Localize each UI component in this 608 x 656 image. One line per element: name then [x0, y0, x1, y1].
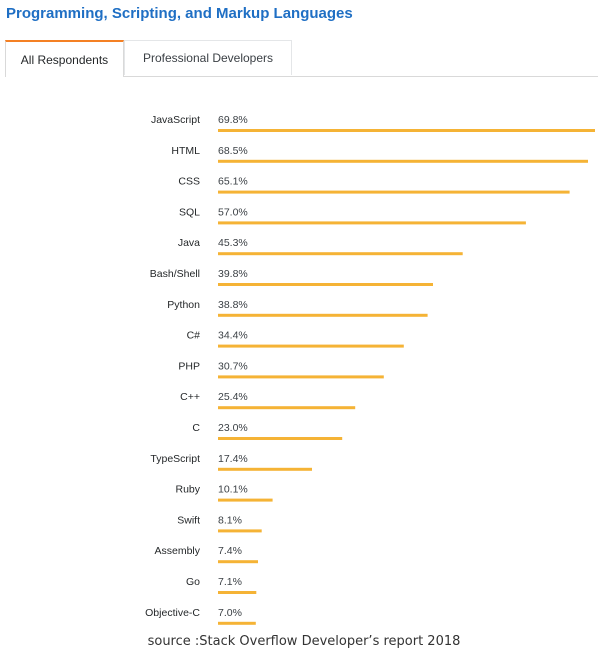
languages-bar-chart: JavaScript 69.8% HTML 68.5% CSS 65.1% SQL 57.0%… — [145, 114, 595, 625]
value-label-assembly: 7.4% — [218, 545, 242, 557]
category-label-go: Go — [186, 576, 200, 588]
category-label-c: C — [192, 422, 200, 434]
bar-javascript — [218, 129, 595, 132]
bar-python — [218, 313, 428, 317]
bar-typescript — [218, 467, 312, 471]
category-label-assembly: Assembly — [154, 545, 200, 557]
category-label-css: CSS — [178, 176, 200, 188]
bar-java — [218, 252, 463, 256]
value-label-csharp: 34.4% — [218, 330, 248, 342]
category-label-csharp: C# — [187, 330, 201, 342]
bar-sql — [218, 221, 526, 225]
category-label-typescript: TypeScript — [150, 453, 200, 465]
category-label-javascript: JavaScript — [151, 114, 200, 126]
bar-csharp — [218, 344, 404, 348]
category-label-ruby: Ruby — [175, 484, 200, 496]
bar-html — [218, 159, 588, 163]
bar-bash-shell — [218, 283, 433, 286]
bar-css — [218, 190, 570, 194]
bar-cplusplus — [218, 406, 356, 410]
tab-all-respondents[interactable]: All Respondents — [5, 40, 124, 77]
category-label-swift: Swift — [177, 514, 200, 526]
category-label-php: PHP — [178, 360, 200, 372]
category-label-objective-c: Objective-C — [145, 607, 200, 619]
category-label-cplusplus: C++ — [180, 391, 200, 403]
tab-professional-developers[interactable]: Professional Developers — [124, 40, 292, 75]
bar-assembly — [218, 560, 258, 564]
value-label-swift: 8.1% — [218, 514, 242, 526]
value-label-go: 7.1% — [218, 576, 242, 588]
bar-objective-c — [218, 621, 256, 625]
value-label-cplusplus: 25.4% — [218, 391, 248, 403]
category-label-bash-shell: Bash/Shell — [150, 268, 200, 280]
value-label-c: 23.0% — [218, 422, 248, 434]
value-label-java: 45.3% — [218, 237, 248, 249]
value-label-python: 38.8% — [218, 299, 248, 311]
value-label-typescript: 17.4% — [218, 453, 248, 465]
value-label-javascript: 69.8% — [218, 114, 248, 126]
bar-php — [218, 375, 384, 379]
value-label-bash-shell: 39.8% — [218, 268, 248, 280]
value-label-ruby: 10.1% — [218, 484, 248, 496]
category-label-python: Python — [167, 299, 200, 311]
bar-c — [218, 437, 343, 440]
value-label-objective-c: 7.0% — [218, 607, 242, 619]
value-label-html: 68.5% — [218, 145, 248, 157]
tab-bar: All Respondents Professional Developers — [5, 40, 598, 77]
value-label-css: 65.1% — [218, 176, 248, 188]
bar-swift — [218, 529, 262, 533]
value-label-sql: 57.0% — [218, 206, 248, 218]
source-caption: source :Stack Overflow Developer’s repor… — [147, 634, 461, 649]
category-label-html: HTML — [171, 145, 200, 157]
category-label-java: Java — [178, 237, 200, 249]
value-label-php: 30.7% — [218, 360, 248, 372]
bar-ruby — [218, 498, 273, 502]
category-label-sql: SQL — [179, 206, 200, 218]
page-title: Programming, Scripting, and Markup Langu… — [6, 5, 353, 22]
bar-go — [218, 591, 257, 594]
